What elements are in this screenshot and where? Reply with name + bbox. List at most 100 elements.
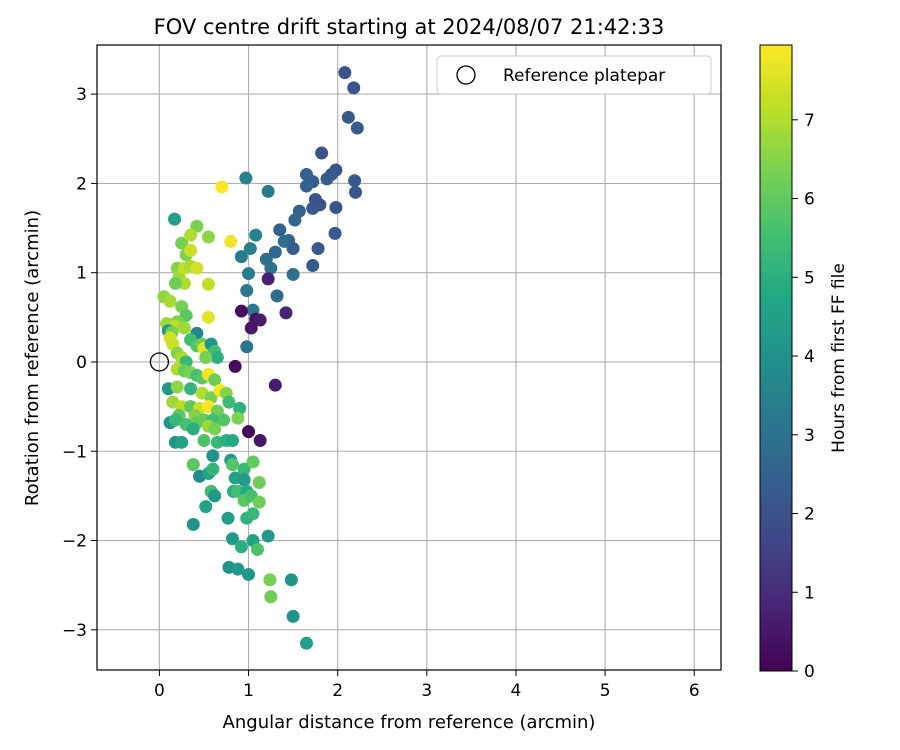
- data-point: [270, 289, 284, 303]
- data-points: [157, 66, 364, 650]
- y-axis-label: Rotation from reference (arcmin): [22, 210, 43, 506]
- data-point: [286, 242, 300, 256]
- data-point: [299, 636, 313, 650]
- data-point: [299, 179, 313, 193]
- data-point: [263, 573, 277, 587]
- data-point: [329, 201, 343, 214]
- data-point: [234, 540, 248, 554]
- data-point: [243, 242, 257, 256]
- data-point: [252, 495, 266, 509]
- x-tick-label: 3: [421, 681, 432, 701]
- data-point: [349, 185, 363, 199]
- data-point: [186, 517, 200, 531]
- data-point: [264, 261, 278, 275]
- data-point: [217, 413, 231, 427]
- data-point: [225, 532, 239, 546]
- data-point: [320, 172, 334, 186]
- colorbar-gradient: [759, 44, 793, 672]
- legend: Reference platepar: [436, 55, 712, 95]
- data-point: [208, 422, 222, 436]
- x-axis-ticks: 0 1 2 3 4 5 6: [154, 670, 700, 701]
- colorbar-label: Hours from first FF file: [829, 263, 849, 453]
- data-point: [246, 507, 260, 521]
- x-tick-label: 1: [243, 681, 254, 701]
- data-point: [237, 462, 251, 476]
- data-point: [288, 213, 302, 227]
- data-point: [315, 146, 329, 160]
- data-point: [348, 174, 362, 188]
- plot-frame: [96, 44, 722, 671]
- data-point: [208, 489, 222, 503]
- data-point: [186, 458, 200, 472]
- data-point: [277, 234, 291, 248]
- data-point: [177, 276, 191, 290]
- data-point: [170, 380, 184, 394]
- data-point: [201, 277, 215, 291]
- data-point: [224, 234, 238, 248]
- data-point: [228, 359, 242, 373]
- colorbar-ticks: 0 1 2 3 4 5 6 7: [792, 111, 815, 682]
- data-point: [225, 458, 239, 472]
- data-point: [268, 378, 282, 392]
- legend-box: [436, 55, 712, 95]
- data-point: [175, 236, 189, 250]
- y-axis-ticks: −3 −2 −1 0 1 2 3: [62, 85, 97, 641]
- data-point: [199, 500, 213, 514]
- legend-reference-marker: [456, 65, 476, 85]
- data-point: [279, 306, 293, 320]
- data-point: [222, 395, 236, 409]
- y-tick-label: −3: [62, 621, 87, 641]
- y-tick-label: 3: [76, 85, 87, 105]
- data-point: [201, 230, 215, 244]
- data-point: [246, 455, 260, 469]
- data-point: [234, 250, 248, 264]
- colorbar-tick-label: 1: [804, 583, 815, 603]
- data-point: [338, 66, 352, 80]
- data-point: [273, 223, 287, 237]
- data-point: [264, 590, 278, 604]
- x-tick-label: 0: [154, 681, 165, 701]
- y-tick-label: −1: [62, 442, 87, 462]
- data-point: [284, 573, 298, 587]
- data-point: [184, 243, 198, 257]
- data-point: [168, 212, 182, 226]
- data-point: [190, 261, 204, 275]
- colorbar-tick-label: 7: [804, 111, 815, 131]
- data-point: [250, 542, 264, 556]
- data-point: [208, 373, 222, 387]
- data-point: [261, 184, 275, 198]
- data-point: [201, 310, 215, 324]
- colorbar-tick-label: 0: [804, 662, 815, 682]
- data-point: [186, 422, 200, 436]
- data-point: [225, 434, 239, 448]
- data-point: [239, 171, 253, 185]
- legend-entry-reference: Reference platepar: [503, 66, 665, 86]
- data-point: [244, 321, 258, 335]
- data-point: [253, 434, 267, 448]
- x-tick-label: 5: [600, 681, 611, 701]
- data-point: [197, 434, 211, 448]
- data-point: [261, 272, 275, 286]
- data-point: [286, 609, 300, 623]
- data-point: [240, 284, 254, 298]
- colorbar-tick-label: 5: [804, 268, 815, 288]
- data-point: [237, 473, 251, 487]
- x-tick-label: 4: [511, 681, 522, 701]
- data-point: [253, 313, 267, 327]
- data-point: [184, 228, 198, 242]
- data-point: [199, 351, 213, 364]
- y-tick-label: 2: [76, 174, 87, 194]
- x-tick-label: 6: [689, 681, 700, 701]
- data-point: [252, 476, 266, 489]
- data-point: [261, 529, 275, 543]
- reference-marker: [149, 352, 170, 372]
- x-axis-label: Angular distance from reference (arcmin): [223, 712, 596, 733]
- data-point: [299, 167, 313, 181]
- y-tick-label: 1: [76, 264, 87, 284]
- data-point: [350, 121, 364, 135]
- colorbar-tick-label: 2: [804, 505, 815, 525]
- data-point: [231, 411, 245, 425]
- data-point: [268, 245, 282, 259]
- data-point: [242, 567, 256, 581]
- data-point: [206, 462, 220, 476]
